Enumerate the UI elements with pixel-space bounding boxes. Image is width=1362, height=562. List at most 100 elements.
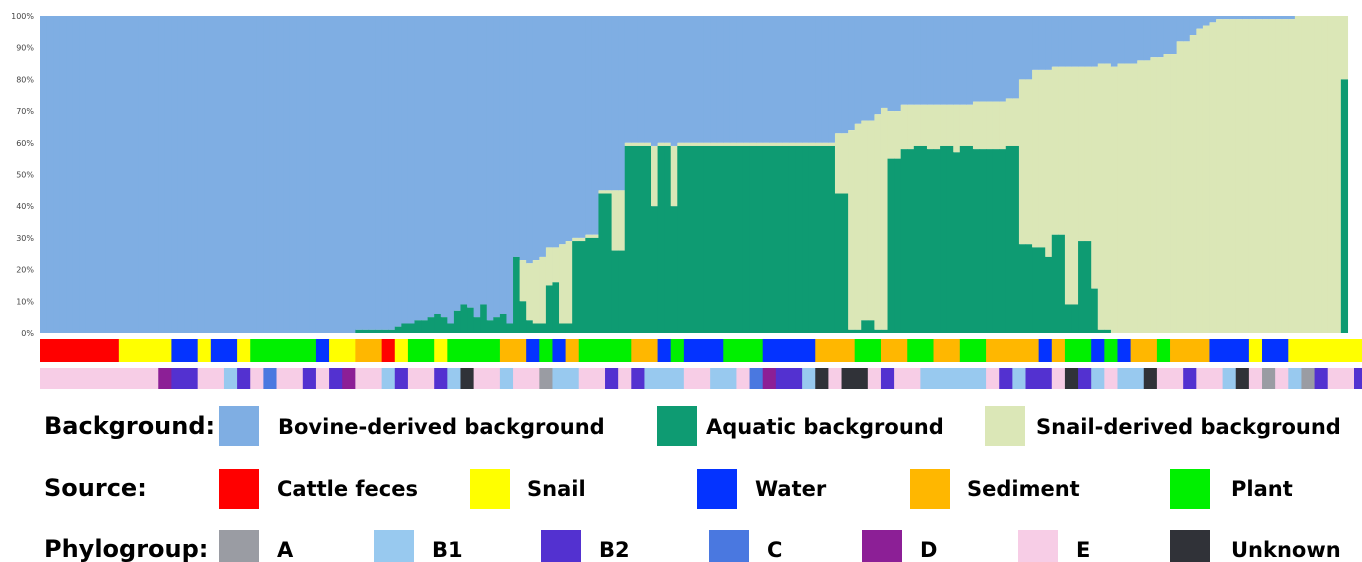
bar-segment-bovine: [670, 16, 678, 146]
bar-segment-bovine: [467, 16, 475, 308]
bar-segment-snail: [979, 101, 987, 150]
bar-segment-bovine: [900, 16, 908, 105]
bar-segment-bovine: [421, 16, 429, 321]
bar-segment-snail: [762, 142, 770, 146]
bar-segment-bovine: [637, 16, 646, 143]
legend-swatch: [862, 530, 902, 562]
bar-segment-aquatic: [742, 145, 751, 333]
bar-segment-snail: [697, 142, 705, 146]
bar-segment-bovine: [618, 16, 626, 191]
bar-segment-snail: [1294, 16, 1303, 333]
bar-segment-snail: [1314, 16, 1322, 333]
bar-segment-bovine: [532, 16, 540, 261]
bar-segment-bovine: [355, 16, 363, 330]
bar-segment-bovine: [440, 16, 448, 318]
bar-segment-aquatic: [1018, 244, 1027, 333]
bar-segment-snail: [1143, 60, 1151, 333]
bar-segment-snail: [1110, 66, 1119, 333]
bar-segment-bovine: [99, 16, 107, 333]
phylogroup-cell: [618, 368, 632, 389]
phylogroup-cell: [1051, 368, 1066, 389]
bar-segment-aquatic: [861, 320, 869, 333]
legend-swatch: [697, 469, 737, 509]
bar-segment-bovine: [880, 16, 889, 108]
bar-segment-aquatic: [473, 317, 481, 333]
phylogroup-strip: [40, 368, 1362, 389]
phylogroup-cell: [631, 368, 646, 389]
bar-segment-aquatic: [552, 282, 560, 333]
phylogroup-cell: [513, 368, 540, 389]
bar-segment-snail: [1032, 69, 1040, 248]
bar-segment-bovine: [447, 16, 455, 324]
bar-segment-aquatic: [401, 323, 409, 333]
phylogroup-cell: [1104, 368, 1119, 389]
bar-segment-aquatic: [414, 320, 422, 333]
source-cell: [197, 339, 212, 362]
bar-segment-bovine: [243, 16, 251, 333]
bar-segment-bovine: [788, 16, 797, 143]
bar-segment-aquatic: [926, 149, 935, 333]
bar-segment-aquatic: [782, 145, 790, 333]
source-cell: [933, 339, 961, 362]
bar-segment-bovine: [158, 16, 166, 333]
bar-segment-bovine: [381, 16, 389, 330]
bar-segment-aquatic: [513, 256, 521, 333]
bar-segment-snail: [1176, 41, 1184, 334]
bar-segment-bovine: [1281, 16, 1289, 20]
bar-segment-aquatic: [1340, 79, 1349, 334]
bar-segment-bovine: [1025, 16, 1033, 80]
bar-segment-snail: [670, 145, 678, 207]
y-tick-label: 50%: [16, 171, 34, 180]
bar-segment-snail: [940, 104, 948, 146]
phylogroup-cell: [1156, 368, 1184, 389]
bar-segment-bovine: [92, 16, 100, 333]
phylogroup-cell: [1248, 368, 1263, 389]
bar-segment-aquatic: [999, 149, 1007, 333]
bar-segment-snail: [1156, 57, 1165, 334]
phylogroup-cell: [867, 368, 882, 389]
bar-segment-snail: [1163, 54, 1171, 333]
bar-segment-bovine: [1202, 16, 1211, 26]
bar-segment-bovine: [217, 16, 225, 333]
bar-segment-aquatic: [361, 329, 370, 333]
source-cell: [250, 339, 317, 362]
bar-segment-snail: [848, 130, 856, 330]
bar-segment-bovine: [598, 16, 606, 191]
bar-segment-bovine: [210, 16, 218, 333]
bar-segment-snail: [749, 142, 757, 146]
bar-segment-bovine: [40, 16, 48, 333]
bar-segment-bovine: [999, 16, 1007, 102]
phylogroup-cell: [1327, 368, 1355, 389]
bar-segment-aquatic: [703, 145, 711, 333]
bar-segment-snail: [657, 142, 665, 146]
phylogroup-cell: [539, 368, 554, 389]
bar-segment-bovine: [802, 16, 810, 143]
bar-segment-aquatic: [788, 145, 797, 333]
bar-segment-aquatic: [828, 145, 836, 333]
phylogroup-cell: [999, 368, 1013, 389]
bar-segment-snail: [992, 101, 1000, 150]
legend-swatch: [985, 406, 1025, 446]
bar-segment-snail: [1091, 66, 1099, 289]
bar-segment-bovine: [992, 16, 1000, 102]
bar-segment-aquatic: [624, 145, 632, 333]
bar-segment-bovine: [499, 16, 508, 314]
bar-segment-snail: [1005, 98, 1013, 146]
bar-segment-bovine: [539, 16, 547, 257]
source-cell: [394, 339, 409, 362]
bar-segment-aquatic: [795, 145, 803, 333]
bar-segment-aquatic: [480, 304, 488, 333]
bar-segment-bovine: [46, 16, 54, 333]
bar-segment-bovine: [276, 16, 284, 333]
bar-segment-snail: [1321, 16, 1329, 333]
bar-segment-bovine: [105, 16, 113, 333]
bar-segment-bovine: [125, 16, 133, 333]
phylogroup-cell: [605, 368, 619, 389]
bar-segment-bovine: [1196, 16, 1204, 29]
bar-segment-aquatic: [453, 310, 462, 333]
bar-segment-bovine: [651, 16, 659, 146]
bar-segment-aquatic: [644, 145, 652, 333]
bar-segment-snail: [591, 234, 600, 238]
bar-segment-bovine: [263, 16, 271, 333]
bar-segment-aquatic: [775, 145, 784, 333]
